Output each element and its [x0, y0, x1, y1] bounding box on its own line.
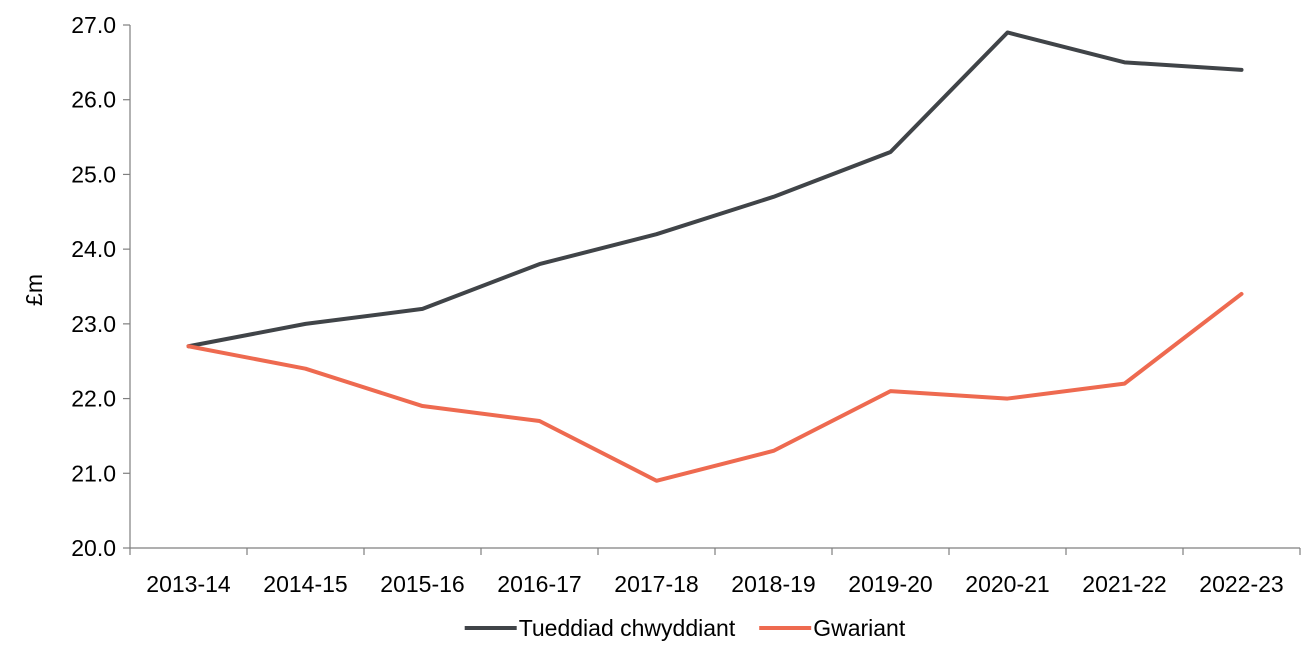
legend-item-1: Tueddiad chwyddiant	[465, 615, 736, 641]
y-tick-label: 22.0	[71, 386, 116, 412]
x-tick-label: 2021-22	[1082, 571, 1166, 597]
legend-item-2: Gwariant	[759, 615, 906, 641]
legend-label: Tueddiad chwyddiant	[519, 615, 736, 641]
y-tick-label: 20.0	[71, 535, 116, 561]
y-axis-title: £m	[21, 274, 47, 306]
y-axis: 20.0 21.0 22.0 23.0 24.0 25.0 26.0 27.0	[71, 12, 130, 561]
series-line-2	[189, 294, 1242, 481]
x-tick-label: 2020-21	[965, 571, 1049, 597]
x-axis: 2013-14 2014-15 2015-16 2016-17 2017-18 2018-…	[130, 548, 1300, 597]
series-lines	[188, 32, 1241, 480]
x-tick-label: 2014-15	[263, 571, 347, 597]
x-tick-label: 2016-17	[497, 571, 581, 597]
y-tick-label: 25.0	[71, 161, 116, 187]
legend-label: Gwariant	[813, 615, 906, 641]
x-tick-label: 2013-14	[146, 571, 231, 597]
y-tick-label: 24.0	[71, 236, 116, 262]
y-tick-label: 26.0	[71, 87, 116, 113]
x-tick-label: 2018-19	[731, 571, 815, 597]
x-tick-label: 2019-20	[848, 571, 932, 597]
y-tick-label: 27.0	[71, 12, 116, 38]
series-line-1	[189, 32, 1242, 346]
legend: Tueddiad chwyddiant Gwariant	[465, 615, 906, 641]
x-tick-label: 2022-23	[1199, 571, 1283, 597]
x-tick-label: 2017-18	[614, 571, 698, 597]
x-tick-label: 2015-16	[380, 571, 464, 597]
y-tick-label: 23.0	[71, 311, 116, 337]
y-tick-label: 21.0	[71, 460, 116, 486]
